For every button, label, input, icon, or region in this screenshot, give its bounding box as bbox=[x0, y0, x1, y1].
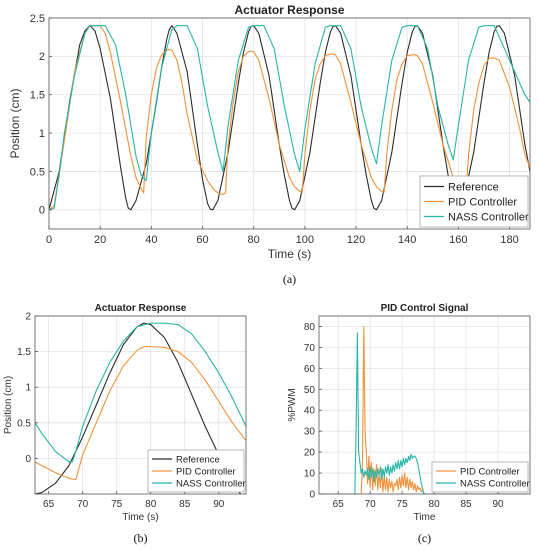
axes-box bbox=[34, 315, 247, 495]
x-tick-label: 75 bbox=[397, 499, 409, 510]
y-tick-label: 1.5 bbox=[17, 347, 31, 358]
figure-caption: (a) bbox=[283, 272, 296, 286]
y-tick-label: 0 bbox=[309, 490, 315, 501]
y-tick-label: 40 bbox=[304, 406, 316, 417]
series-line-nass bbox=[319, 332, 530, 494]
series-line-reference bbox=[35, 322, 242, 494]
y-tick-label: 1.5 bbox=[30, 90, 45, 102]
series-line-nass bbox=[35, 322, 246, 463]
x-tick-label: 100 bbox=[296, 234, 314, 246]
x-tick-label: 80 bbox=[248, 234, 260, 246]
chart-b: 65 70 75 80 85 90 0 0.5 1 1.5 2 Actuator Response Ti… bbox=[3, 303, 247, 545]
chart-a: 0 20 40 60 80 100 120 140 160 180 0 0.5 1 1.5 2 2.5 Actu… bbox=[8, 3, 531, 286]
x-tick-label: 75 bbox=[111, 499, 123, 510]
figure-caption: (b) bbox=[134, 531, 148, 545]
legend-entry: NASS Controller bbox=[448, 211, 529, 223]
chart-title: Actuator Response bbox=[95, 303, 187, 314]
legend-entry: NASS Controller bbox=[176, 478, 246, 489]
x-tick-label: 140 bbox=[398, 234, 416, 246]
axes-box bbox=[48, 17, 531, 230]
axes-box bbox=[318, 315, 531, 495]
series-group bbox=[319, 325, 530, 494]
series-group bbox=[35, 322, 246, 494]
y-tick-label: 70 bbox=[304, 343, 316, 354]
x-tick-label: 160 bbox=[449, 234, 467, 246]
x-tick-label: 120 bbox=[347, 234, 365, 246]
y-tick-label: 2 bbox=[39, 51, 45, 63]
x-tick-label: 20 bbox=[94, 234, 106, 246]
x-tick-label: 0 bbox=[46, 234, 52, 246]
x-axis-label: Time (s) bbox=[122, 512, 158, 523]
figure-caption: (c) bbox=[418, 531, 431, 545]
x-tick-label: 65 bbox=[43, 499, 55, 510]
x-tick-label: 90 bbox=[213, 499, 225, 510]
series-line-pid bbox=[35, 346, 246, 481]
y-tick-label: 60 bbox=[304, 364, 316, 375]
series-line-pid bbox=[319, 325, 530, 494]
chart-title: PID Control Signal bbox=[381, 303, 469, 314]
x-tick-label: 80 bbox=[429, 499, 441, 510]
x-tick-label: 70 bbox=[365, 499, 377, 510]
x-tick-label: 90 bbox=[492, 499, 504, 510]
x-tick-label: 65 bbox=[333, 499, 345, 510]
y-tick-label: 0 bbox=[25, 454, 31, 465]
legend-entry: PID Controller bbox=[176, 466, 236, 477]
gridlines bbox=[319, 316, 530, 495]
legend-entry: PID Controller bbox=[460, 466, 520, 477]
y-tick-label: 0.5 bbox=[17, 418, 31, 429]
y-tick-label: 0.5 bbox=[30, 166, 45, 178]
x-tick-label: 180 bbox=[500, 234, 518, 246]
y-tick-label: 20 bbox=[304, 448, 316, 459]
legend: Reference PID Controller NASS Controller bbox=[419, 175, 529, 228]
series-line-nass bbox=[49, 25, 530, 211]
y-tick-label: 2 bbox=[25, 312, 31, 323]
y-tick-label: 10 bbox=[304, 469, 316, 480]
x-tick-label: 60 bbox=[196, 234, 208, 246]
x-tick-label: 40 bbox=[145, 234, 157, 246]
y-tick-label: 80 bbox=[304, 322, 316, 333]
x-tick-label: 85 bbox=[460, 499, 472, 510]
legend-entry: Reference bbox=[176, 454, 220, 465]
x-axis-label: Time bbox=[414, 512, 436, 523]
chart-c: 65 70 75 80 85 90 0 10 20 30 40 50 60 70 80 PID Control… bbox=[287, 303, 531, 545]
x-tick-label: 80 bbox=[145, 499, 157, 510]
y-tick-label: 0 bbox=[39, 205, 45, 217]
x-axis-label: Time (s) bbox=[268, 247, 312, 261]
y-tick-label: 1 bbox=[25, 383, 31, 394]
y-tick-label: 2.5 bbox=[30, 13, 45, 25]
y-axis-label: Position (cm) bbox=[3, 376, 14, 434]
legend-entry: NASS Controller bbox=[460, 478, 530, 489]
y-axis-label: %PWM bbox=[287, 388, 298, 421]
y-tick-label: 50 bbox=[304, 385, 316, 396]
y-tick-label: 1 bbox=[39, 128, 45, 140]
x-tick-label: 85 bbox=[179, 499, 191, 510]
legend-entry: Reference bbox=[448, 181, 499, 193]
chart-title: Actuator Response bbox=[234, 3, 344, 17]
y-axis-label: Position (cm) bbox=[8, 88, 22, 158]
legend-box bbox=[431, 461, 529, 493]
x-tick-label: 70 bbox=[77, 499, 89, 510]
y-tick-label: 30 bbox=[304, 427, 316, 438]
legend-entry: PID Controller bbox=[448, 196, 517, 208]
